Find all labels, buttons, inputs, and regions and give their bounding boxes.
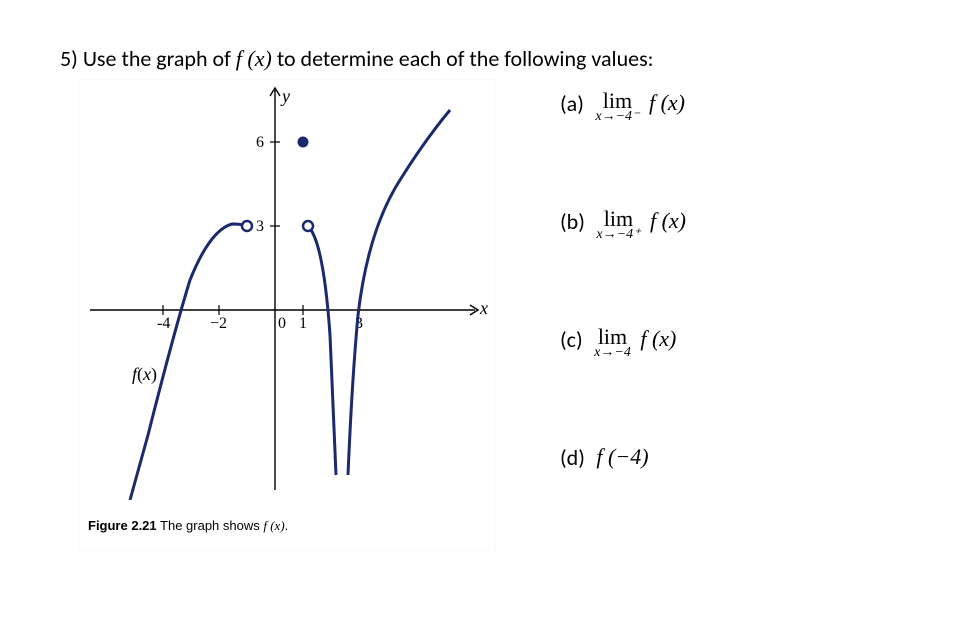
question-number: 5) <box>60 45 78 72</box>
answers-column: (a) lim x→−4⁻ f (x) (b) lim x→−4⁺ f (x) … <box>560 90 910 494</box>
answer-c-label: (c) <box>560 326 583 353</box>
answer-d: (d) f (−4) <box>560 444 910 494</box>
curve-right-branch <box>348 110 450 475</box>
question-text-before: Use the graph of <box>83 45 236 72</box>
xtick-label--2: −2 <box>210 315 227 332</box>
closed-point-1-6 <box>298 137 309 148</box>
xtick-label--4: -4 <box>157 315 170 332</box>
x-axis-label: x <box>479 298 488 318</box>
open-point-1-3 <box>303 221 313 231</box>
answer-b-sub: x→−4⁺ <box>596 228 640 242</box>
question-fx: f (x) <box>236 46 272 71</box>
answer-c: (c) lim x→−4 f (x) <box>560 326 910 376</box>
y-axis-label: y <box>280 86 290 106</box>
figure-caption: Figure 2.21 The graph shows f (x). <box>88 518 288 534</box>
ytick-label-6: 6 <box>256 134 264 151</box>
answer-d-fx: f (−4) <box>596 444 648 470</box>
function-label: f(x) <box>132 364 157 385</box>
answer-c-sub: x→−4 <box>594 346 631 360</box>
caption-text: The graph shows <box>157 518 264 533</box>
graph-panel: -4 −2 0 1 3 3 6 y x f(x) <box>80 80 495 550</box>
answer-b-limit: lim x→−4⁺ <box>596 208 640 242</box>
curve-left-branch <box>130 224 247 500</box>
page-root: 5) Use the graph of f (x) to determine e… <box>0 0 974 638</box>
caption-bold: Figure 2.21 <box>88 518 157 533</box>
answer-b: (b) lim x→−4⁺ f (x) <box>560 208 910 258</box>
caption-fx: f (x) <box>263 518 284 533</box>
answer-a-limit: lim x→−4⁻ <box>595 90 639 124</box>
answer-b-fx: f (x) <box>650 208 686 234</box>
graph-svg: -4 −2 0 1 3 3 6 y x f(x) <box>80 80 495 500</box>
answer-c-limit: lim x→−4 <box>594 326 631 360</box>
answer-a-fx: f (x) <box>649 90 685 116</box>
xtick-label-0: 0 <box>278 315 286 332</box>
curve-mid-dip-left <box>311 230 336 475</box>
answer-a: (a) lim x→−4⁻ f (x) <box>560 90 910 140</box>
answer-a-sub: x→−4⁻ <box>595 110 639 124</box>
answer-c-fx: f (x) <box>640 326 676 352</box>
open-point--1-3 <box>242 221 252 231</box>
caption-period: . <box>285 518 289 533</box>
question-line: 5) Use the graph of f (x) to determine e… <box>60 45 654 72</box>
answer-a-label: (a) <box>560 90 584 117</box>
answer-d-label: (d) <box>560 444 585 471</box>
ytick-label-3: 3 <box>256 218 264 235</box>
question-text-after: to determine each of the following value… <box>277 45 654 72</box>
answer-b-label: (b) <box>560 208 585 235</box>
xtick-label-1: 1 <box>299 315 307 332</box>
